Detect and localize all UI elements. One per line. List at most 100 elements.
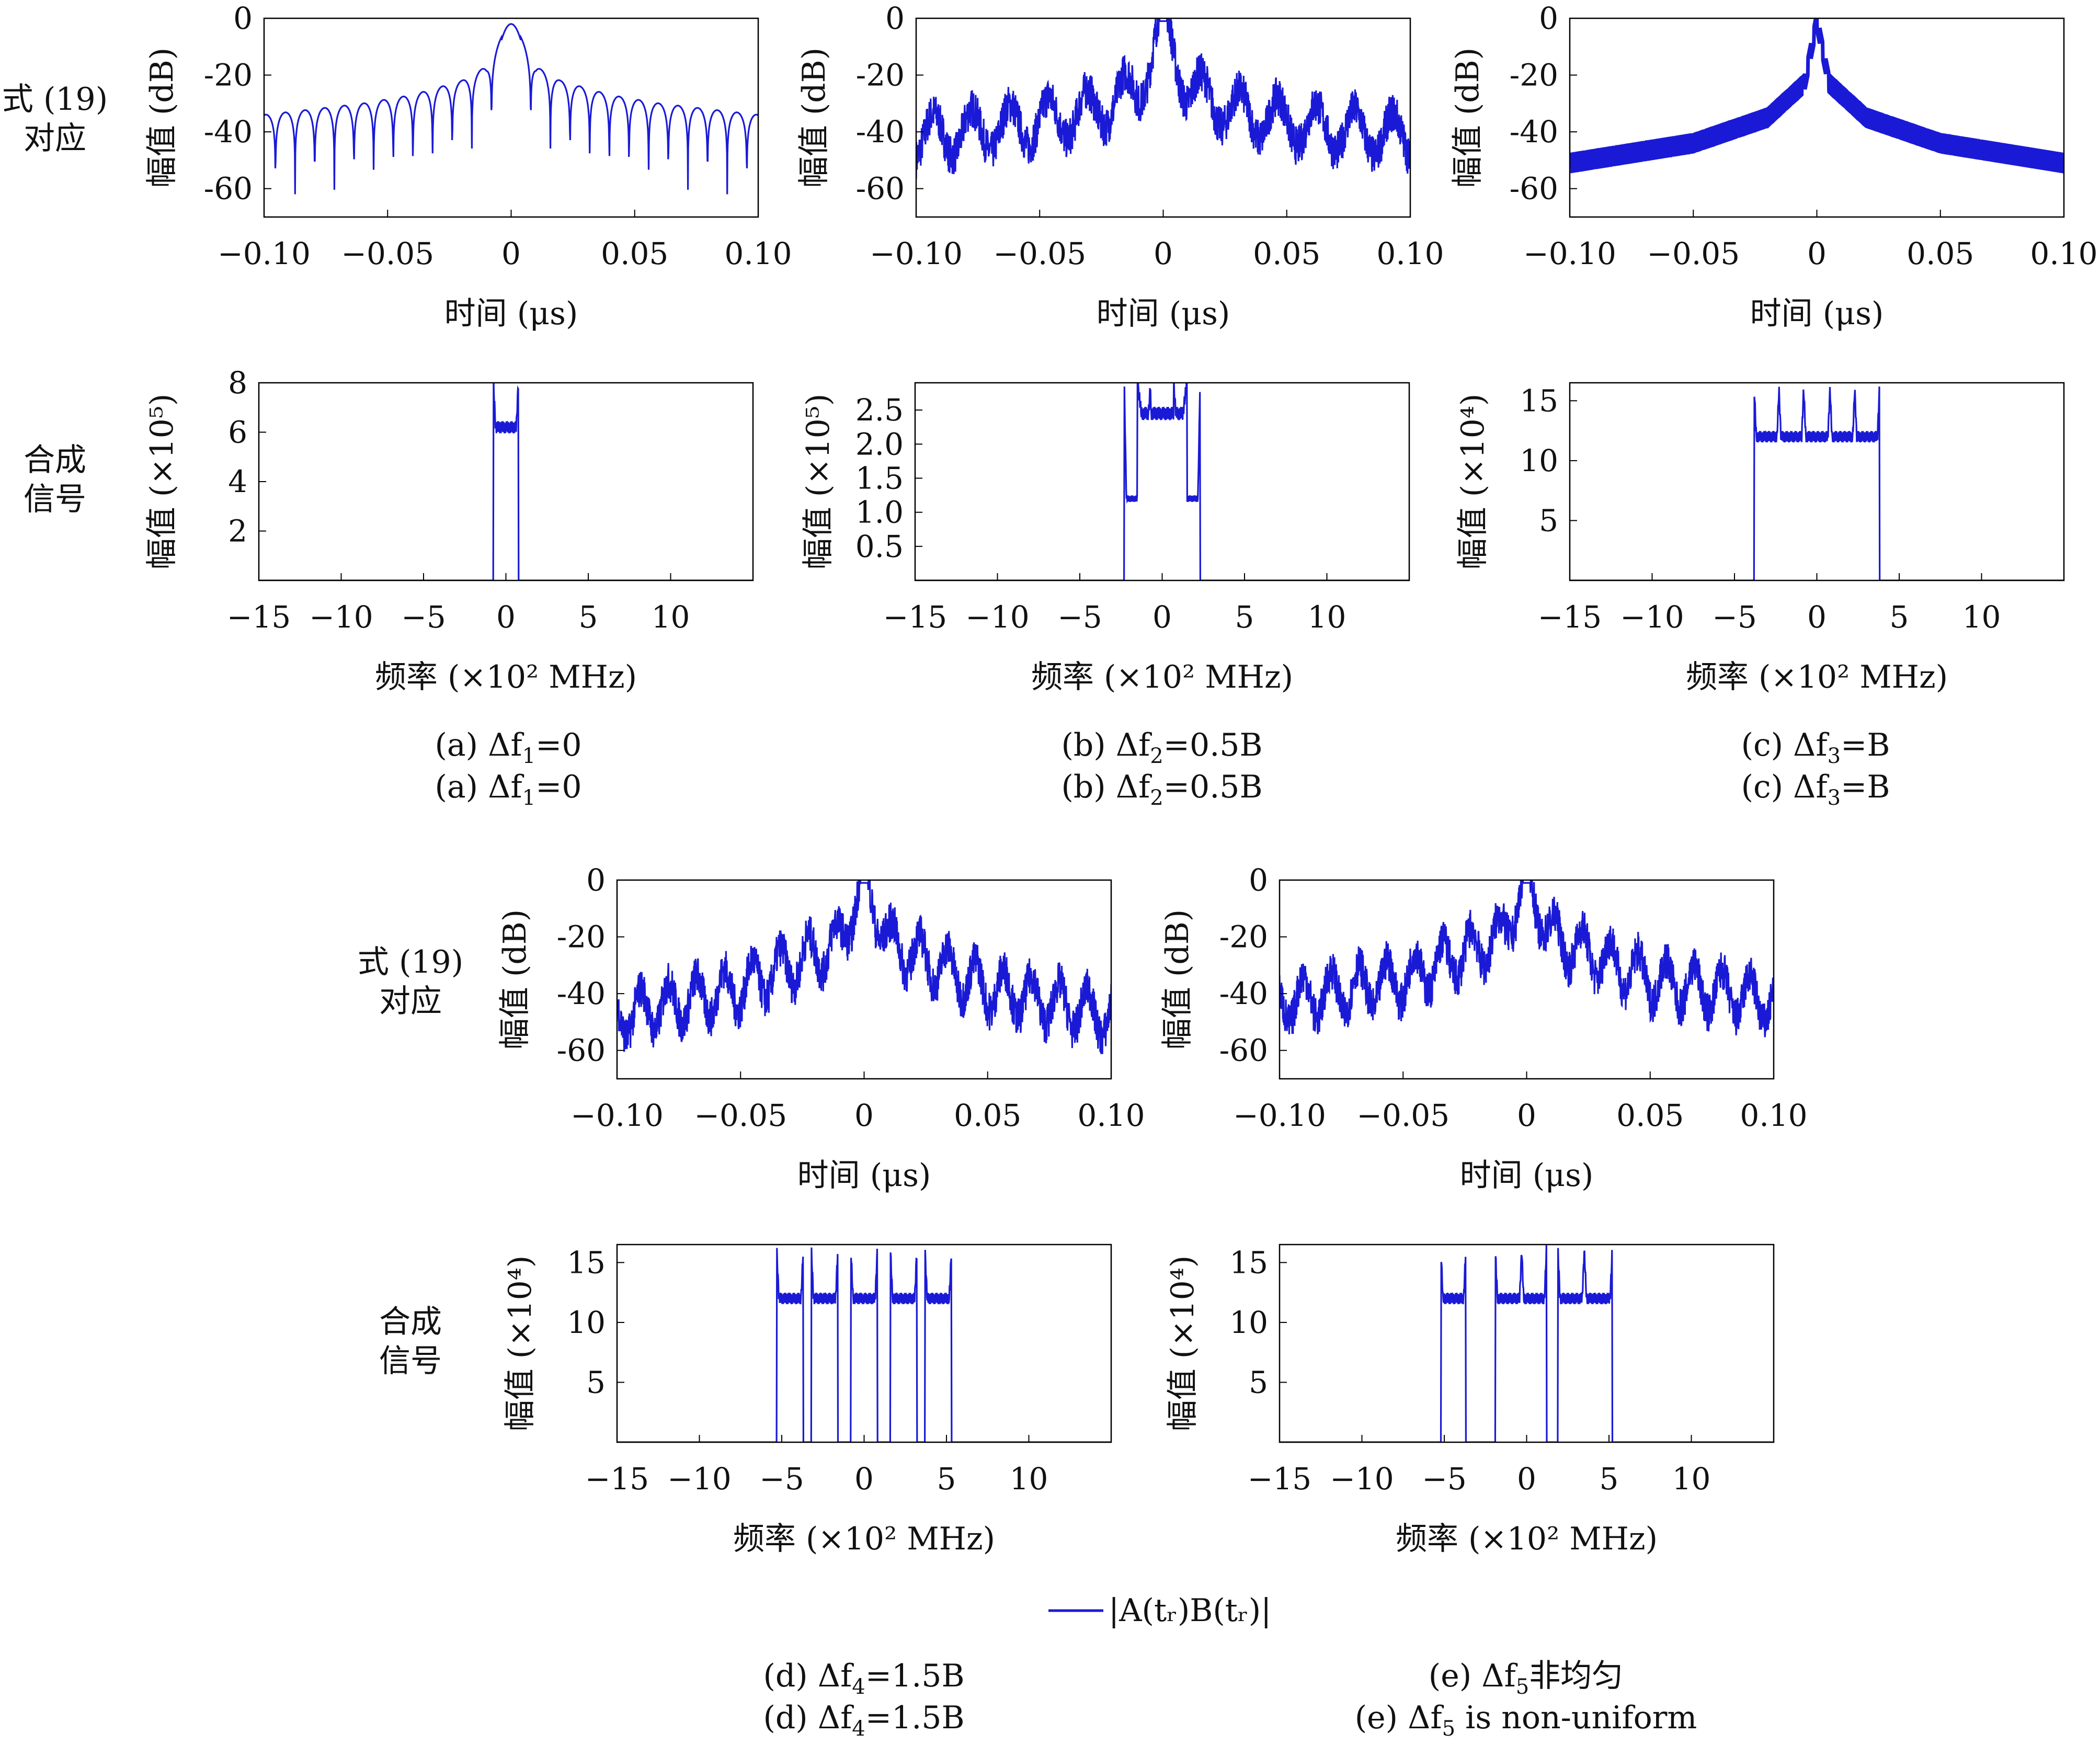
x-tick-label: −5 <box>1057 599 1102 635</box>
caption-prefix: (d) Δf <box>763 1700 854 1736</box>
x-tick-label: 5 <box>1235 599 1254 635</box>
x-tick-label: −15 <box>1538 599 1602 635</box>
y-tick-label: 0 <box>1249 862 1268 898</box>
x-tick-label: −0.10 <box>570 1098 664 1133</box>
x-tick-label: 10 <box>1308 599 1346 635</box>
panel-a-freq: −15 −10 −5 0 5 10 2 4 6 8 频率 (×10² MHz) 幅值 (×10⁵) <box>144 365 754 695</box>
x-tick-label: 0.05 <box>954 1098 1021 1133</box>
x-tick-label: 0.10 <box>1077 1098 1145 1133</box>
y-tick-label: 2.5 <box>855 392 904 428</box>
y-tick-label: 6 <box>228 415 247 450</box>
x-tick-label: 0 <box>1154 236 1173 271</box>
x-tick-label: 5 <box>937 1461 956 1497</box>
caption-prefix: (c) Δf <box>1741 769 1830 805</box>
caption-9: (e) Δf5 is non-uniform <box>1355 1700 1697 1741</box>
row-label-freq-1b: 信号 <box>24 481 86 518</box>
caption-3: (b) Δf2=0.5B <box>1061 769 1262 810</box>
panel-c-freq: −15 −10 −5 0 5 10 5 10 15 频率 (×10² MHz) 幅值 (×10⁴) <box>1455 382 2065 695</box>
caption-suffix: =B <box>1841 727 1890 763</box>
plot-frame <box>616 1244 1112 1443</box>
x-tick-label: 0 <box>496 599 516 635</box>
caption-suffix: =0 <box>535 727 581 763</box>
y-tick-label: 15 <box>1229 1245 1268 1280</box>
plot-frame <box>1569 17 2065 218</box>
x-tick-label: 0 <box>1807 599 1827 635</box>
y-tick-label: -20 <box>1510 58 1558 93</box>
x-tick-label: 0.10 <box>1376 236 1444 271</box>
x-tick-label: −15 <box>227 599 291 635</box>
y-tick-label: 1.5 <box>855 460 904 496</box>
x-axis-label: 频率 (×10² MHz) <box>1031 659 1293 695</box>
x-tick-label: −0.10 <box>1523 236 1616 271</box>
x-tick-label: −0.05 <box>694 1098 787 1133</box>
trace-line <box>1570 386 2064 580</box>
trace-line <box>617 880 1111 1055</box>
x-tick-label: −10 <box>965 599 1029 635</box>
y-tick-label: 1.0 <box>855 495 904 530</box>
x-axis-label: 时间 (μs) <box>1097 295 1230 332</box>
x-tick-label: 0 <box>501 236 521 271</box>
x-tick-label: −10 <box>1620 599 1684 635</box>
y-tick-label: 10 <box>567 1305 606 1340</box>
trace-line <box>915 383 1409 580</box>
x-tick-label: −5 <box>1712 599 1757 635</box>
y-tick-label: 2 <box>228 514 247 549</box>
y-tick-label: -60 <box>1219 1033 1268 1068</box>
x-tick-label: 0.10 <box>724 236 792 271</box>
legend: |A(tᵣ)B(tᵣ)| <box>1048 1592 1271 1629</box>
y-tick-label: 8 <box>228 365 247 401</box>
y-axis-label: 幅值 (dB) <box>497 909 533 1050</box>
y-tick-label: 4 <box>228 464 247 499</box>
x-tick-label: 10 <box>1010 1461 1048 1497</box>
caption-prefix: (b) Δf <box>1061 727 1152 763</box>
x-axis-label: 频率 (×10² MHz) <box>1396 1521 1658 1557</box>
y-tick-label: -60 <box>204 171 253 207</box>
caption-suffix: is non-uniform <box>1455 1700 1697 1736</box>
y-tick-label: -20 <box>557 919 606 955</box>
x-tick-label: −5 <box>759 1461 804 1497</box>
caption-subscript: 4 <box>852 1717 865 1741</box>
x-axis-label: 频率 (×10² MHz) <box>733 1521 995 1557</box>
x-tick-label: 0.10 <box>1740 1098 1807 1133</box>
x-tick-label: 5 <box>1600 1461 1619 1497</box>
trace-line <box>1280 880 1774 1037</box>
plot-frame <box>1279 1244 1775 1443</box>
y-tick-label: -20 <box>1219 919 1268 955</box>
x-tick-label: 0 <box>854 1098 874 1133</box>
y-tick-label: 0 <box>1539 1 1558 36</box>
y-tick-label: 5 <box>1539 503 1558 538</box>
row-label-time-2a: 式 (19) <box>358 944 463 980</box>
panel-d-time: −0.10 −0.05 0 0.05 0.10 0 -20 -40 -60 时间 (μs) 幅值 (… <box>497 862 1145 1194</box>
caption-suffix: 非均匀 <box>1529 1658 1623 1694</box>
caption-suffix: =B <box>1841 769 1890 805</box>
caption-suffix: =1.5B <box>865 1700 965 1736</box>
row-label-freq-2b: 信号 <box>379 1343 442 1379</box>
y-tick-label: 15 <box>1520 383 1558 418</box>
caption-subscript: 5 <box>1442 1717 1455 1741</box>
x-tick-label: 5 <box>1890 599 1909 635</box>
row-label-time-1a: 式 (19) <box>2 81 108 118</box>
trace-line <box>264 23 758 195</box>
x-tick-label: 0 <box>854 1461 874 1497</box>
trace-line <box>617 1247 1111 1442</box>
x-tick-label: −0.10 <box>870 236 963 271</box>
caption-prefix: (a) Δf <box>435 727 524 763</box>
caption-subscript: 3 <box>1828 744 1841 768</box>
plot-frame <box>258 382 754 581</box>
caption-suffix: =0.5B <box>1163 769 1263 805</box>
y-tick-label: -60 <box>1510 171 1558 207</box>
y-tick-label: 0.5 <box>855 529 904 564</box>
row-label-freq-1a: 合成 <box>24 442 86 478</box>
x-tick-label: −0.05 <box>1356 1098 1450 1133</box>
y-axis-label: 幅值 (×10⁴) <box>502 1256 539 1432</box>
y-axis-label: 幅值 (dB) <box>1159 909 1196 1050</box>
x-tick-label: 0 <box>1517 1098 1536 1133</box>
panel-b-time: −0.10 −0.05 0 0.05 0.10 0 -20 -40 -60 时间 (μs) 幅值 (… <box>796 1 1444 332</box>
x-tick-label: 5 <box>579 599 598 635</box>
y-axis-label: 幅值 (×10⁴) <box>1455 394 1491 570</box>
caption-prefix: (b) Δf <box>1061 769 1152 805</box>
plot-frame <box>263 17 759 218</box>
x-tick-label: 0 <box>1807 236 1827 271</box>
y-tick-label: 0 <box>885 1 905 36</box>
x-axis-label: 时间 (μs) <box>1750 295 1884 332</box>
